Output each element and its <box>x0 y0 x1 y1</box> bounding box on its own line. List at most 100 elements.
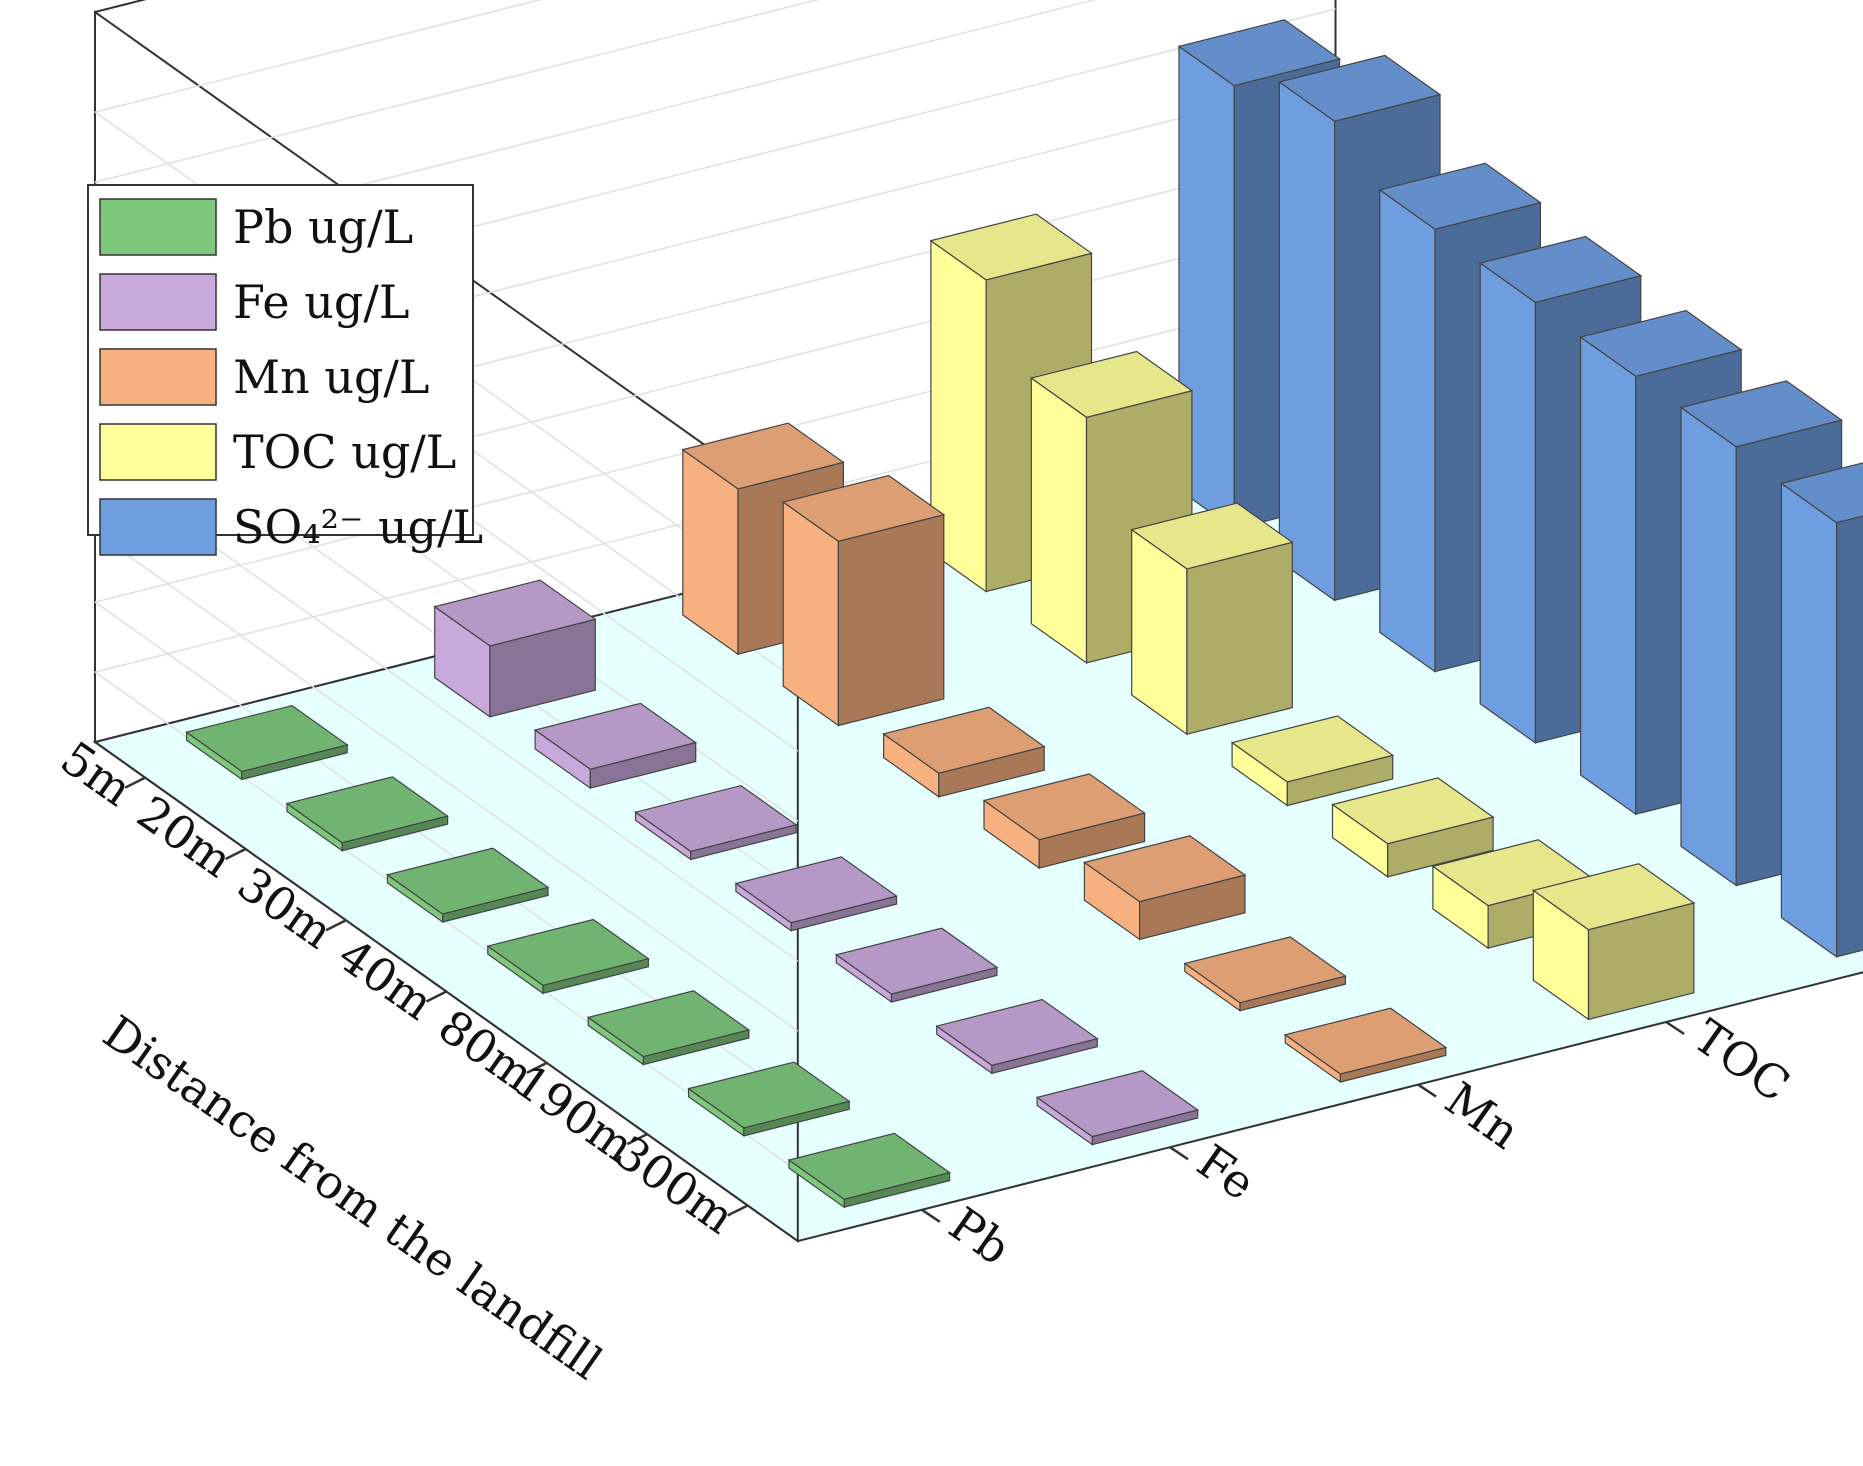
bar-face-top <box>1277 54 1442 122</box>
bar-face-front <box>1680 406 1737 887</box>
bar-face-front <box>1278 80 1336 602</box>
analyte-axis-tick <box>1417 1083 1437 1098</box>
distance-axis-tick <box>526 1061 548 1074</box>
bar-face-top <box>634 784 798 853</box>
bar-face-top <box>781 474 946 542</box>
bar-face-top <box>1579 309 1743 377</box>
bar-face-top <box>787 1132 952 1200</box>
bar-Mn-190m <box>1183 936 1347 1012</box>
bar-face-top <box>1177 19 1342 87</box>
legend-swatch-Fe <box>99 273 217 331</box>
bar-Pb-5m <box>185 704 349 781</box>
legend-swatch-Pb <box>99 198 217 256</box>
legend-label-SO4: SO₄²⁻ ug/L <box>233 500 483 554</box>
bar-Fe-20m <box>533 702 698 790</box>
bar-face-top <box>433 579 597 647</box>
bar-face-top <box>533 702 698 770</box>
bar-Pb-30m <box>385 847 550 924</box>
bar-face-side <box>837 513 945 727</box>
bar-face-top <box>935 998 1099 1066</box>
legend-label-Mn: Mn ug/L <box>233 350 429 404</box>
bar-face-top <box>882 706 1046 774</box>
bar-SO4-300m <box>1779 462 1863 958</box>
bar-face-top <box>982 773 1147 841</box>
bar-face-top <box>1082 835 1247 903</box>
bar-TOC-40m <box>1230 715 1395 807</box>
bar-face-top <box>1183 936 1347 1004</box>
analyte-axis-tick <box>921 1208 941 1223</box>
bar-face-front <box>1379 188 1436 673</box>
bar-face-top <box>1130 502 1294 570</box>
legend-swatch-SO4 <box>99 498 217 556</box>
gridline-back <box>94 0 820 183</box>
bar-face-top <box>834 927 999 995</box>
analyte-axis-tick <box>1665 1020 1685 1036</box>
distance-axis-tick <box>626 1133 648 1146</box>
bars <box>185 19 1863 1209</box>
bar-Pb-80m <box>586 990 751 1066</box>
bar-face-top <box>1230 715 1395 783</box>
bar-face-top <box>1029 350 1194 418</box>
distance-axis-tick <box>225 847 247 861</box>
legend: Pb ug/L Fe ug/L Mn ug/L TOC ug/L SO₄²⁻ ug/L <box>87 184 483 556</box>
bar-face-top <box>385 847 550 915</box>
bar-Fe-190m <box>935 998 1099 1075</box>
bar-Mn-80m <box>1082 835 1247 941</box>
bar-face-front <box>1030 376 1088 665</box>
distance-axis-tick <box>325 919 347 932</box>
analyte-axis-tick <box>1169 1146 1189 1161</box>
bar-face-top <box>734 856 898 924</box>
bar-face-front <box>1479 261 1537 745</box>
legend-label-Fe: Fe ug/L <box>233 275 409 329</box>
bar-Mn-300m <box>1283 1007 1448 1084</box>
bar-face-top <box>929 213 1093 281</box>
legend-label-Pb: Pb ug/L <box>233 200 413 254</box>
bar-Fe-30m <box>634 784 798 861</box>
bar-face-top <box>185 704 349 773</box>
bar-face-top <box>687 1061 851 1129</box>
bar-face-top <box>681 422 845 490</box>
bar-Mn-40m <box>982 773 1147 870</box>
bar-Fe-300m <box>1035 1070 1200 1146</box>
analyte-axis-tick-label: Fe <box>1188 1134 1265 1211</box>
bar-face-side <box>1835 515 1863 958</box>
bar-TOC-30m <box>1130 502 1294 736</box>
distance-axis-tick <box>425 990 447 1003</box>
bar-Mn-20m <box>781 474 946 727</box>
gridline-left <box>94 531 799 1032</box>
analyte-axis-tick-label: Mn <box>1436 1071 1530 1159</box>
bar-Fe-40m <box>734 856 898 932</box>
analyte-axis-tick-label: Pb <box>940 1197 1020 1276</box>
legend-swatch-Mn <box>99 348 217 406</box>
legend-label-TOC: TOC ug/L <box>233 425 456 479</box>
bar-Pb-40m <box>486 918 650 995</box>
gridline-back <box>94 0 542 113</box>
bar-Pb-300m <box>787 1132 952 1209</box>
bar-Pb-190m <box>687 1061 851 1138</box>
bar-face-top <box>1035 1070 1200 1138</box>
legend-swatch-TOC <box>99 423 217 481</box>
bar-face-top <box>1378 162 1542 230</box>
bar-Fe-5m <box>433 579 597 718</box>
bar-Fe-80m <box>834 927 999 1004</box>
distance-axis-tick <box>124 776 146 789</box>
bar-face-top <box>1679 380 1844 448</box>
bar-TOC-300m <box>1531 863 1696 1021</box>
analyte-axis-tick-label: TOC <box>1684 1009 1800 1113</box>
bar-Mn-30m <box>882 706 1046 798</box>
bar-TOC-80m <box>1331 777 1495 878</box>
bar-face-side <box>1186 541 1293 735</box>
bar-face-front <box>1780 482 1838 958</box>
bar-face-top <box>1283 1007 1448 1075</box>
bar-face-front <box>1579 335 1637 816</box>
bar-face-top <box>285 776 450 844</box>
bar-face-top <box>586 990 751 1058</box>
bar-face-top <box>1478 235 1643 303</box>
distance-axis-tick <box>727 1204 749 1217</box>
bar-face-top <box>1779 462 1863 524</box>
bar-face-top <box>486 918 650 986</box>
bar-face-top <box>1531 863 1696 931</box>
bar-Pb-20m <box>285 776 450 852</box>
bar-face-top <box>1331 777 1495 845</box>
